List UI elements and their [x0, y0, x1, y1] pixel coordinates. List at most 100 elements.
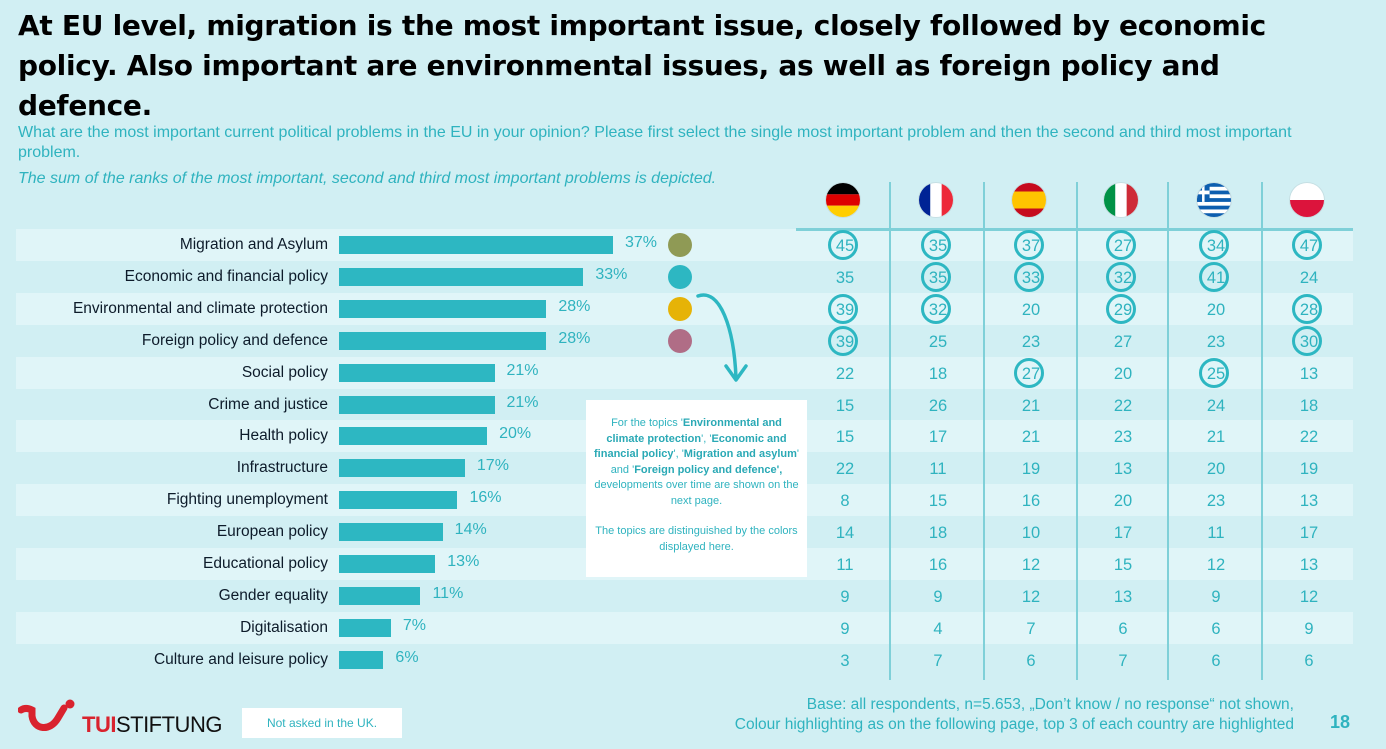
bar [339, 236, 613, 254]
table-cell: 13 [1299, 556, 1319, 574]
table-cell: 23 [1021, 332, 1041, 351]
row-stripe [16, 356, 1353, 389]
table-cell: 15 [928, 492, 948, 511]
bar-category-label: Economic and financial policy [124, 267, 328, 285]
table-cell: 9 [840, 587, 850, 606]
bar-category-label: Infrastructure [236, 459, 328, 477]
table-cell: 6 [1304, 651, 1314, 670]
info-box: For the topics 'Environmental and climat… [586, 400, 807, 577]
table-cell-highlighted: 32 [1103, 261, 1143, 294]
table-cell: 6 [1211, 619, 1221, 638]
table-cell: 11 [836, 556, 854, 574]
table-cell: 24 [1206, 396, 1226, 415]
table-cell: 7 [1026, 619, 1036, 638]
table-cell: 18 [928, 364, 948, 383]
bar [339, 491, 458, 510]
table-cell: 17 [1113, 524, 1133, 543]
table-cell: 15 [1113, 556, 1133, 574]
tui-logo-icon [18, 699, 75, 731]
bar-value-label: 11% [432, 584, 464, 602]
bar-value-label: 13% [447, 553, 480, 570]
table-cell: 22 [835, 364, 855, 383]
bar-value-label: 20% [499, 425, 532, 443]
bar-value-label: 17% [476, 457, 509, 475]
bar [339, 299, 547, 318]
row-stripe [16, 643, 1353, 676]
table-cell: 11 [1207, 524, 1225, 543]
gr-flag-icon [1197, 183, 1231, 217]
bar-value-label: 28% [558, 329, 591, 347]
table-cell: 6 [1211, 651, 1221, 670]
topic-color-dot [668, 264, 692, 289]
table-cell: 14 [835, 524, 855, 543]
table-cell: 22 [835, 460, 855, 479]
column-divider [889, 182, 891, 680]
table-cell: 23 [1113, 428, 1133, 447]
table-cell: 17 [1299, 524, 1319, 543]
bar-category-label: Culture and leisure policy [153, 650, 328, 668]
bar [339, 523, 443, 542]
table-cell-highlighted: 39 [825, 325, 865, 358]
table-cell: 20 [1113, 364, 1133, 383]
bar-value-label: 33% [595, 265, 628, 283]
arrow-down-icon [696, 293, 748, 382]
table-cell: 16 [928, 556, 948, 574]
table-cell: 17 [928, 428, 948, 447]
column-divider [1261, 182, 1263, 680]
bar-category-label: European policy [216, 523, 328, 541]
column-divider [1167, 182, 1169, 680]
table-cell: 20 [1021, 300, 1041, 319]
table-cell: 6 [1118, 619, 1128, 638]
bar-category-label: Foreign policy and defence [141, 331, 328, 349]
table-cell-highlighted: 47 [1289, 230, 1329, 262]
table-cell: 8 [840, 492, 850, 511]
table-cell-highlighted: 30 [1289, 325, 1329, 358]
table-cell: 13 [1299, 492, 1319, 511]
bar-value-label: 21% [506, 393, 539, 411]
table-cell: 19 [1021, 460, 1041, 479]
table-cell: 7 [1118, 651, 1128, 670]
table-cell: 23 [1206, 492, 1226, 511]
es-flag-icon [1012, 183, 1046, 217]
it-flag-icon [1104, 183, 1138, 217]
table-cell: 13 [1299, 364, 1319, 383]
bar-value-label: 21% [506, 361, 539, 379]
row-stripe [16, 611, 1353, 644]
table-cell: 20 [1206, 460, 1226, 479]
table-cell: 18 [1299, 396, 1319, 415]
method-note: The sum of the ranks of the most importa… [18, 170, 717, 187]
bar-category-label: Digitalisation [240, 618, 328, 636]
table-cell: 16 [1021, 492, 1041, 511]
bar [339, 331, 547, 350]
table-cell: 22 [1299, 428, 1319, 447]
bar-value-label: 28% [558, 297, 591, 315]
column-divider [983, 182, 985, 680]
table-cell-highlighted: 41 [1196, 261, 1236, 294]
table-cell: 23 [1206, 332, 1226, 351]
table-cell: 9 [1304, 619, 1314, 638]
table-cell: 3 [840, 651, 850, 670]
pl-flag-icon [1290, 183, 1324, 217]
table-cell: 26 [928, 396, 948, 415]
column-divider [1076, 182, 1078, 680]
bar-value-label: 37% [625, 234, 658, 251]
bar [339, 267, 584, 286]
bar-category-label: Migration and Asylum [179, 236, 328, 253]
bar [339, 395, 495, 414]
table-cell: 12 [1299, 587, 1319, 606]
table-cell: 13 [1113, 460, 1133, 479]
table-cell: 12 [1206, 556, 1226, 574]
table-cell-highlighted: 28 [1289, 293, 1329, 326]
table-cell: 6 [1026, 651, 1036, 670]
topic-color-dot [668, 328, 692, 353]
bar [339, 586, 421, 605]
page-title: At EU level, migration is the most impor… [18, 9, 1266, 122]
bar-category-label: Social policy [241, 363, 328, 381]
bar [339, 618, 391, 637]
bar-category-label: Environmental and climate protection [72, 299, 328, 317]
table-cell-highlighted: 33 [1011, 261, 1051, 294]
table-cell: 20 [1206, 300, 1226, 319]
table-cell-highlighted: 34 [1196, 230, 1236, 262]
table-cell-highlighted: 35 [918, 261, 958, 294]
table-cell: 20 [1113, 492, 1133, 511]
